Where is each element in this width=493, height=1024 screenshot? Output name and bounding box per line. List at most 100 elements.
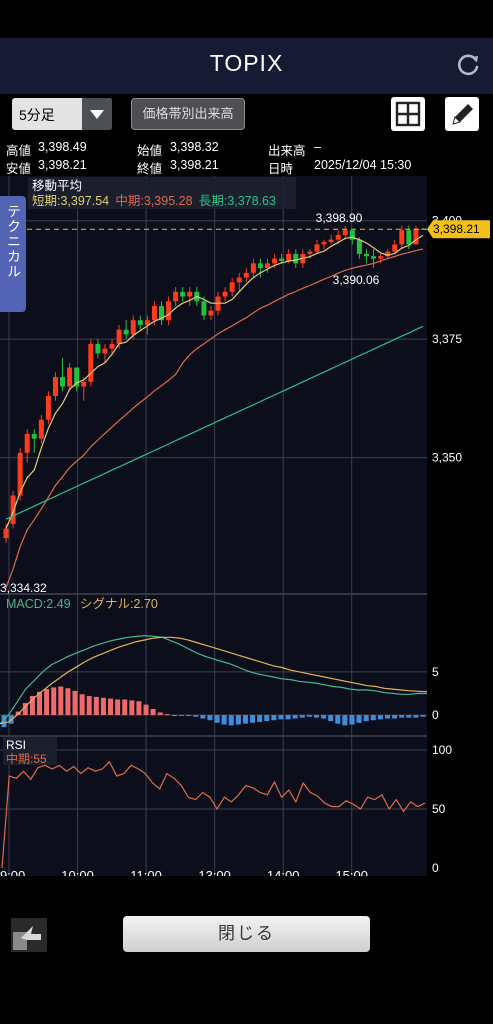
candle: [52, 377, 58, 396]
high-annotation: 3,398.90: [316, 211, 363, 225]
candle: [116, 329, 122, 344]
rsi-legend-background: [3, 737, 57, 765]
macd-histogram-bar: [306, 715, 312, 717]
technical-tab[interactable]: テクニカル: [0, 196, 26, 312]
macd-histogram-bar: [235, 715, 241, 725]
pencil-icon[interactable]: [445, 97, 479, 131]
macd-histogram-bar: [264, 715, 270, 722]
macd-histogram-bar: [108, 698, 114, 716]
macd-histogram-bar: [171, 715, 177, 717]
high-value: 3,398.49: [38, 140, 87, 154]
candle: [293, 253, 299, 264]
legend-signal_line: シグナル:2.70: [80, 597, 158, 611]
macd-histogram-bar: [93, 696, 99, 716]
macd-histogram-bar: [136, 701, 142, 716]
candle: [378, 256, 384, 259]
macd-histogram-bar: [399, 715, 405, 718]
candle: [371, 256, 377, 259]
candle: [243, 272, 249, 278]
candle: [180, 291, 186, 297]
datetime-value: 2025/12/04 15:30: [314, 158, 412, 172]
macd-histogram-bar: [420, 715, 426, 717]
header-bar: TOPIX: [0, 38, 493, 94]
legend-macd_line: MACD:2.49: [6, 597, 71, 611]
candle: [279, 258, 285, 261]
candle: [208, 310, 214, 316]
ma-long-line: [5, 325, 424, 520]
macd-histogram-bar: [100, 697, 106, 716]
macd-histogram-bar: [51, 687, 57, 716]
high-label: 高値: [6, 144, 32, 158]
candle: [109, 343, 115, 349]
macd-histogram-bar: [79, 694, 85, 716]
macd-histogram-bar: [299, 715, 305, 718]
macd-histogram-bar: [65, 688, 71, 716]
macd-histogram-bar: [363, 715, 369, 722]
macd-histogram-bar: [285, 715, 291, 720]
datetime-label: 日時: [268, 162, 294, 176]
macd-histogram-bar: [22, 702, 28, 716]
candle: [74, 367, 80, 387]
macd-histogram-bar: [143, 704, 149, 716]
candle: [144, 320, 150, 325]
close-value: 3,398.21: [170, 158, 219, 172]
candle: [222, 291, 228, 297]
macd-histogram-bar: [328, 715, 334, 722]
macd-histogram-bar: [370, 715, 376, 721]
candle: [187, 291, 193, 297]
volume-by-price-button[interactable]: 価格帯別出来高: [131, 98, 245, 130]
macd-histogram-bar: [129, 700, 135, 716]
macd-line: [0, 634, 428, 725]
candle: [392, 244, 398, 252]
macd-histogram-bar: [356, 715, 362, 723]
candle: [314, 244, 320, 252]
candle: [158, 306, 164, 321]
macd-histogram-bar: [200, 715, 206, 719]
open-label: 始値: [137, 144, 163, 158]
candle: [166, 301, 172, 321]
candle: [307, 251, 313, 254]
technical-tab-label: テクニカル: [6, 204, 22, 279]
macd-histogram-bar: [157, 712, 163, 716]
period-select[interactable]: 5分足: [12, 98, 112, 130]
axis-background: [427, 176, 493, 876]
macd-histogram-bar: [321, 715, 327, 719]
refresh-icon[interactable]: [454, 50, 482, 78]
candle: [229, 282, 235, 292]
candle: [335, 234, 341, 240]
close-button[interactable]: 閉じる: [123, 916, 370, 952]
ma-mid-line: [5, 248, 424, 589]
x-tick-label: 14:00: [267, 868, 300, 876]
macd-tick-label: 5: [432, 665, 439, 679]
macd-histogram-bar: [271, 715, 277, 721]
chart-area[interactable]: 09:0010:0011:0013:0014:0015:003,4003,375…: [0, 176, 493, 876]
macd-histogram-bar: [349, 715, 355, 725]
macd-histogram-bar: [335, 715, 341, 724]
candle: [286, 253, 292, 261]
candle: [363, 253, 369, 257]
candle: [328, 239, 334, 243]
candle: [130, 320, 136, 335]
x-tick-label: 09:00: [0, 868, 25, 876]
chart-svg[interactable]: 09:0010:0011:0013:0014:0015:003,4003,375…: [0, 176, 493, 876]
rsi-tick-label: 50: [432, 802, 446, 816]
candle: [38, 419, 44, 439]
candle: [250, 263, 256, 273]
candle: [399, 230, 405, 245]
open-value: 3,398.32: [170, 140, 219, 154]
volume-label: 出来高: [268, 144, 306, 158]
price-tick-label: 3,375: [432, 332, 462, 346]
candle: [24, 433, 30, 453]
candle: [10, 495, 16, 524]
candle: [349, 230, 355, 240]
candle: [272, 258, 278, 264]
macd-histogram-bar: [122, 699, 128, 716]
candle: [201, 301, 207, 316]
rsi-tick-label: 100: [432, 743, 452, 757]
candle: [257, 263, 263, 269]
macd-histogram-bar: [377, 715, 383, 720]
back-arrow-icon[interactable]: [11, 918, 47, 952]
rsi-tick-label: 0: [432, 861, 439, 875]
grid-layout-icon[interactable]: [391, 97, 425, 131]
